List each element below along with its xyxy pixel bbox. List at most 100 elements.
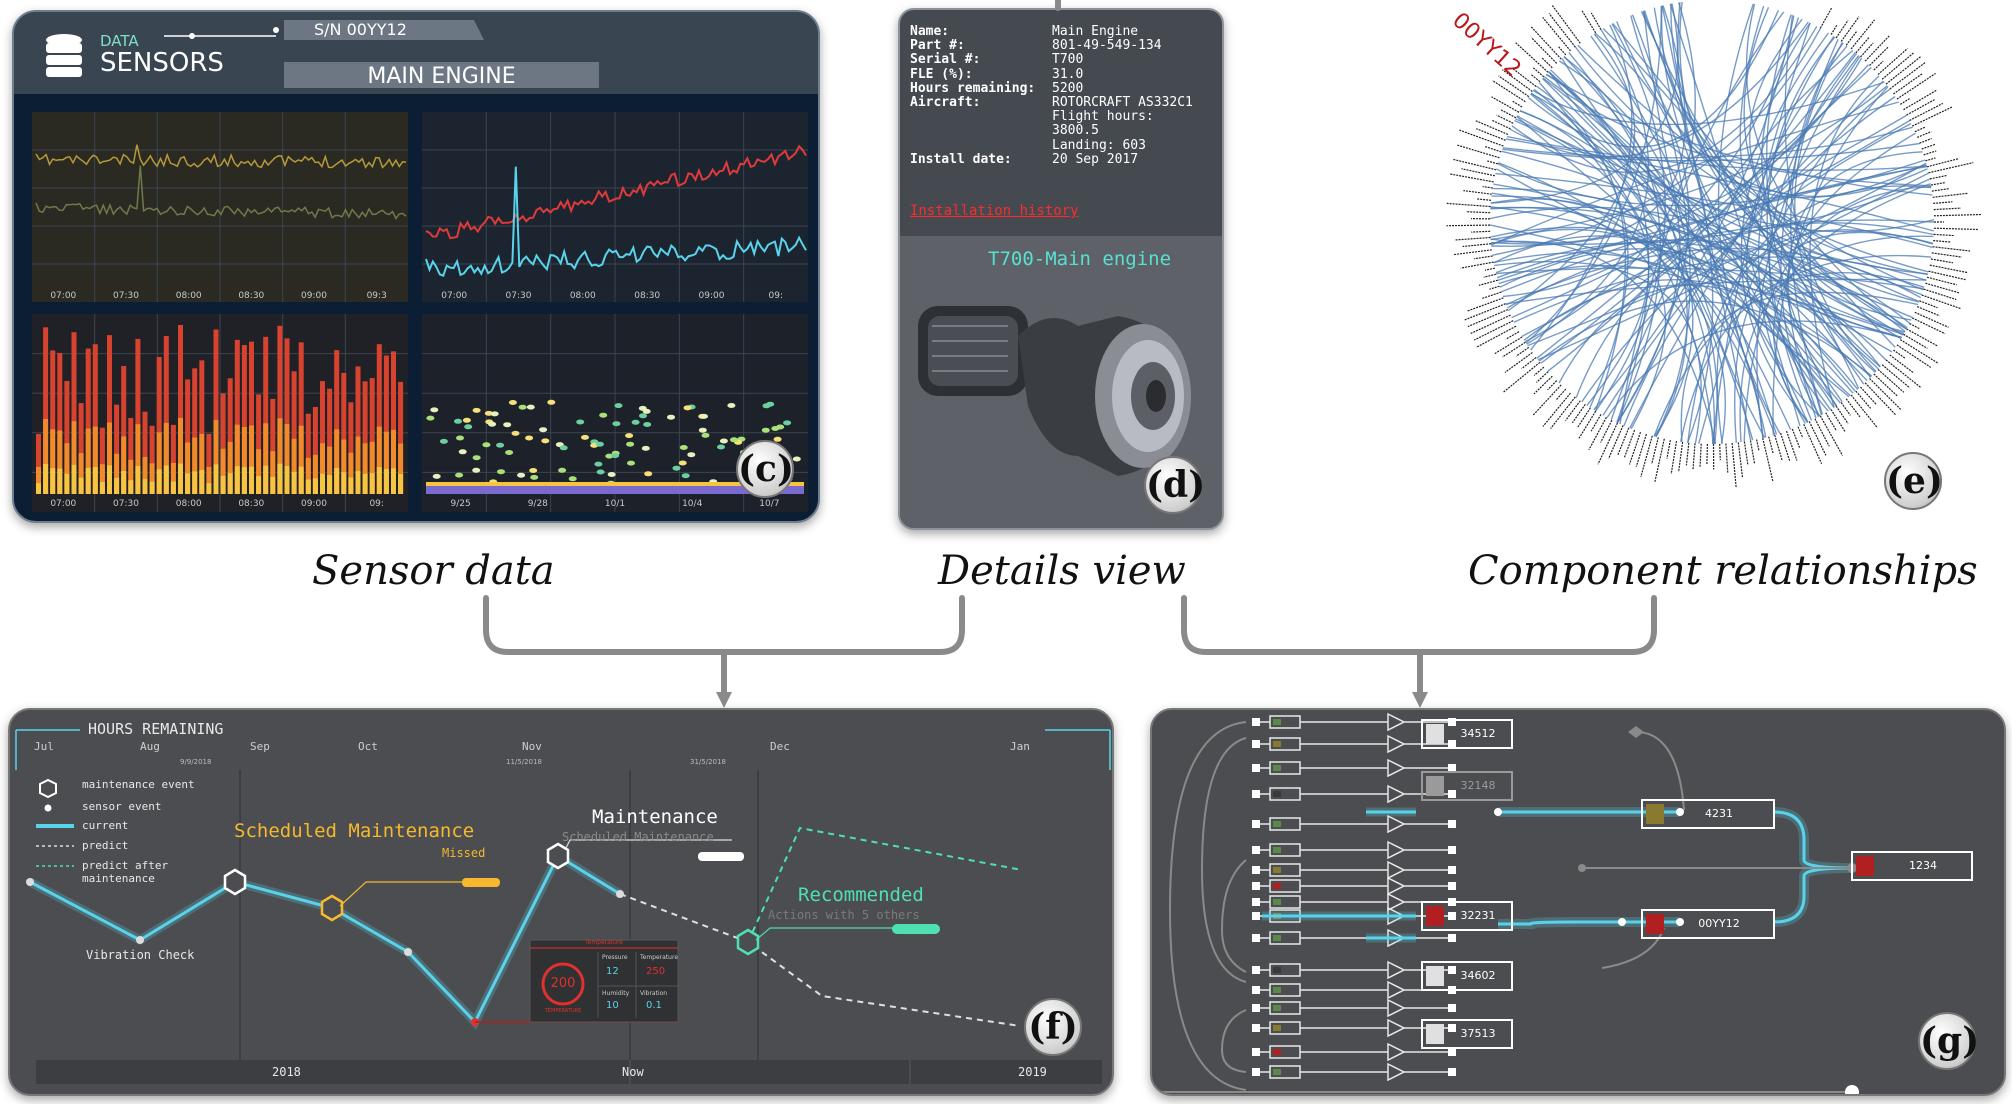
node-label-tick[interactable] <box>1762 437 1774 482</box>
node-label-tick[interactable] <box>1903 333 1928 349</box>
node-label-tick[interactable] <box>1577 407 1591 428</box>
node-label-tick[interactable] <box>1565 400 1581 422</box>
recommended-label[interactable]: Recommended <box>798 884 924 906</box>
node-label-tick[interactable] <box>1460 261 1494 269</box>
node-label-tick[interactable] <box>1903 89 1938 111</box>
node-label-tick[interactable] <box>1814 418 1830 447</box>
node-label-tick[interactable] <box>1597 422 1619 465</box>
node-label-tick[interactable] <box>1502 341 1526 358</box>
tree-leaf-handle[interactable] <box>1252 1048 1260 1056</box>
tree-leaf-handle[interactable] <box>1252 718 1260 726</box>
node-label-tick[interactable] <box>1452 158 1497 171</box>
node-label-tick[interactable] <box>1791 428 1801 449</box>
node-label-tick[interactable] <box>1932 192 1969 198</box>
node-label-tick[interactable] <box>1530 37 1558 64</box>
node-label-tick[interactable] <box>1484 267 1496 271</box>
node-label-tick[interactable] <box>1933 213 1982 217</box>
node-label-tick[interactable] <box>1933 233 1955 237</box>
node-label-tick[interactable] <box>1930 258 1954 264</box>
node-label-tick[interactable] <box>1532 67 1545 78</box>
node-label-tick[interactable] <box>1808 421 1827 456</box>
node-label-tick[interactable] <box>1473 320 1514 341</box>
node-label-tick[interactable] <box>1756 439 1760 452</box>
tree-leaf-handle[interactable] <box>1252 1024 1260 1032</box>
node-label-tick[interactable] <box>1482 185 1493 189</box>
node-label-tick[interactable] <box>1850 394 1878 428</box>
tree-node-box[interactable] <box>1641 909 1775 939</box>
node-label-tick[interactable] <box>1678 441 1684 473</box>
node-label-tick[interactable] <box>1493 336 1523 355</box>
node-label-tick[interactable] <box>1919 137 1932 144</box>
node-label-tick[interactable] <box>1896 344 1932 368</box>
node-label-tick[interactable] <box>1463 190 1492 195</box>
node-label-tick[interactable] <box>1453 249 1492 256</box>
tree-leaf-handle[interactable] <box>1252 934 1260 942</box>
node-label-tick[interactable] <box>1628 432 1642 465</box>
node-label-tick[interactable] <box>1475 325 1517 348</box>
node-label-tick[interactable] <box>1916 306 1940 317</box>
node-label-tick[interactable] <box>1446 202 1491 208</box>
installation-history-link[interactable]: Installation history <box>910 203 1079 219</box>
tree-leaf-handle[interactable] <box>1252 1068 1260 1076</box>
node-label-tick[interactable] <box>1483 273 1497 278</box>
node-label-tick[interactable] <box>1487 160 1498 165</box>
tree-leaf-handle[interactable] <box>1252 966 1260 974</box>
scheduled-maintenance-label[interactable]: Scheduled Maintenance <box>234 820 475 842</box>
node-label-tick[interactable] <box>1541 56 1553 69</box>
node-label-tick[interactable] <box>1515 346 1530 357</box>
tree-node-box[interactable] <box>1421 771 1513 801</box>
node-label-tick[interactable] <box>1471 230 1491 233</box>
tree-leaf-handle[interactable] <box>1252 740 1260 748</box>
tree-node-box[interactable] <box>1421 719 1513 749</box>
node-label-tick[interactable] <box>1881 364 1911 389</box>
node-label-tick[interactable] <box>1725 443 1729 474</box>
node-label-tick[interactable] <box>1491 119 1511 130</box>
node-label-tick[interactable] <box>1651 437 1659 465</box>
node-label-tick[interactable] <box>1885 359 1922 389</box>
node-label-tick[interactable] <box>1457 144 1500 159</box>
node-label-tick[interactable] <box>1923 150 1937 156</box>
node-label-tick[interactable] <box>1855 36 1870 54</box>
node-label-tick[interactable] <box>1498 75 1530 98</box>
node-label-tick[interactable] <box>1911 106 1953 127</box>
node-label-tick[interactable] <box>1532 384 1562 416</box>
node-label-tick[interactable] <box>1932 246 1971 252</box>
node-label-tick[interactable] <box>1463 303 1506 321</box>
node-label-tick[interactable] <box>1474 119 1509 136</box>
node-label-tick[interactable] <box>1930 181 1946 186</box>
node-label-tick[interactable] <box>1514 41 1549 73</box>
tree-leaf-handle[interactable] <box>1252 898 1260 906</box>
node-label-tick[interactable] <box>1928 270 1967 281</box>
node-label-tick[interactable] <box>1465 211 1491 214</box>
node-label-tick[interactable] <box>1719 443 1721 461</box>
node-label-tick[interactable] <box>1928 162 1974 174</box>
node-label-tick[interactable] <box>1860 386 1878 406</box>
node-label-tick[interactable] <box>1737 442 1744 478</box>
node-label-tick[interactable] <box>1830 409 1846 432</box>
node-label-tick[interactable] <box>1530 74 1541 83</box>
node-label-tick[interactable] <box>1640 435 1653 478</box>
node-label-tick[interactable] <box>1825 412 1838 432</box>
node-label-tick[interactable] <box>1521 357 1537 370</box>
node-label-tick[interactable] <box>1535 371 1549 383</box>
node-label-tick[interactable] <box>1499 108 1517 119</box>
node-label-tick[interactable] <box>1909 322 1921 330</box>
node-label-tick[interactable] <box>1600 419 1613 443</box>
node-label-tick[interactable] <box>1578 410 1597 439</box>
node-label-tick[interactable] <box>1840 16 1860 42</box>
node-label-tick[interactable] <box>1911 317 1946 335</box>
node-label-tick[interactable] <box>1462 243 1492 248</box>
node-label-tick[interactable] <box>1914 126 1926 133</box>
node-label-tick[interactable] <box>1926 158 1960 168</box>
node-label-tick[interactable] <box>1803 423 1823 464</box>
node-label-tick[interactable] <box>1590 413 1602 432</box>
node-label-tick[interactable] <box>1617 427 1630 456</box>
node-label-tick[interactable] <box>1459 129 1504 147</box>
tree-leaf-handle[interactable] <box>1252 820 1260 828</box>
node-label-tick[interactable] <box>1449 173 1494 183</box>
node-label-tick[interactable] <box>1855 390 1872 409</box>
node-label-tick[interactable] <box>1492 79 1526 103</box>
node-label-tick[interactable] <box>1548 13 1576 48</box>
node-label-tick[interactable] <box>1454 236 1491 241</box>
node-label-tick[interactable] <box>1743 441 1749 465</box>
